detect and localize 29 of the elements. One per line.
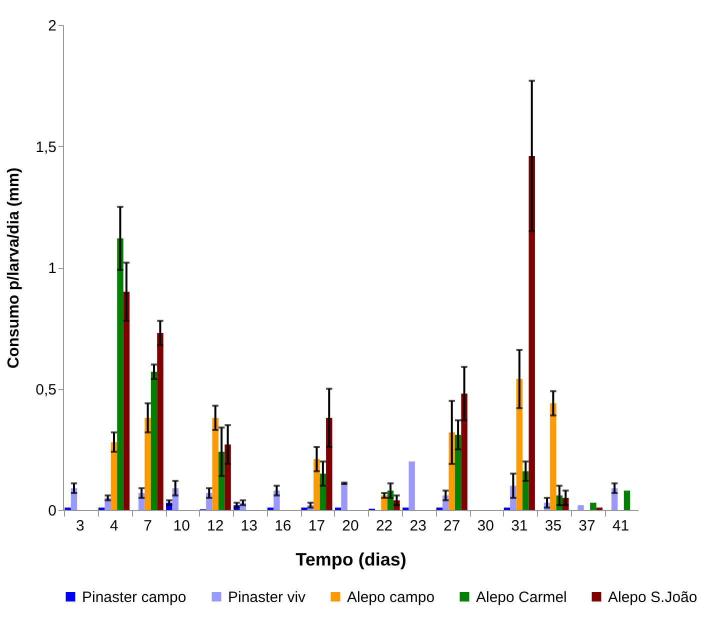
x-tick-label: 37 [578, 518, 596, 534]
x-tick-label: 13 [240, 518, 258, 534]
y-tick-label: 2 [48, 18, 56, 34]
legend-label: Alepo Carmel [476, 588, 567, 606]
legend-label: Pinaster viv [228, 588, 306, 606]
x-axis-title: Tempo (dias) [296, 550, 406, 570]
x-tick-label: 27 [444, 518, 460, 534]
x-tick-label: 10 [173, 518, 190, 534]
x-tick-label: 22 [376, 518, 393, 534]
y-tick-label: 0,5 [36, 381, 56, 398]
legend-label: Pinaster campo [82, 588, 186, 606]
x-tick-label: 4 [110, 518, 118, 534]
x-tick-label: 20 [342, 518, 359, 534]
x-tick-label: 3 [76, 518, 84, 534]
x-tick-label: 35 [544, 518, 562, 534]
y-tick-label: 1 [48, 260, 56, 277]
x-tick-label: 41 [612, 518, 630, 534]
x-tick-label: 23 [410, 518, 426, 534]
x-tick-label: 31 [511, 518, 528, 534]
x-tick-label: 17 [308, 518, 326, 534]
x-tick-label: 7 [144, 518, 152, 534]
legend-label: Alepo S.João [608, 588, 698, 606]
y-tick-label: 0 [48, 502, 56, 520]
y-tick-label: 1,5 [36, 138, 56, 156]
x-tick-label: 12 [207, 518, 224, 534]
x-tick-label: 16 [274, 518, 292, 534]
legend-label: Alepo campo [347, 588, 435, 606]
x-tick-label: 30 [477, 518, 494, 534]
y-axis-title: Consumo p/larva/dia (mm) [6, 168, 23, 368]
